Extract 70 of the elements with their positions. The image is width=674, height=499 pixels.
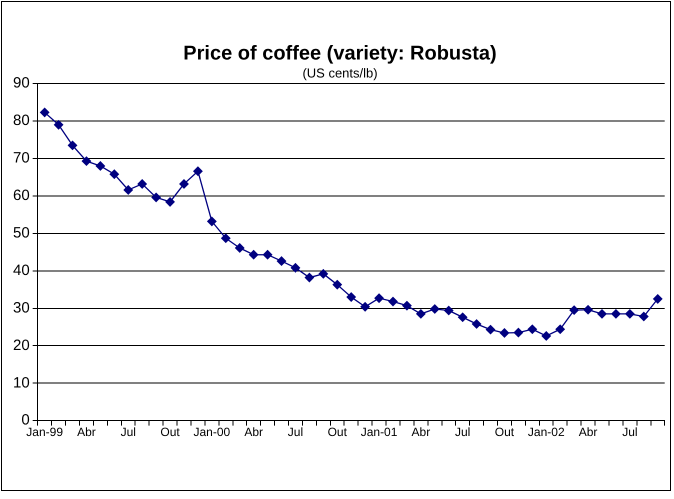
- x-tick-label: Out: [160, 425, 180, 440]
- point: [611, 309, 621, 319]
- point: [444, 306, 454, 316]
- point: [332, 280, 342, 290]
- point: [179, 179, 189, 189]
- x-tick-label: Jul: [622, 425, 638, 440]
- point: [110, 170, 119, 179]
- x-tick-label: Jul: [120, 425, 136, 440]
- point: [304, 272, 314, 282]
- y-tick-label: 50: [12, 224, 30, 242]
- point: [151, 192, 161, 202]
- point: [569, 305, 579, 315]
- point: [556, 324, 565, 334]
- x-tick-label: Abr: [412, 425, 430, 440]
- x-tick-label: Abr: [244, 425, 263, 440]
- point: [276, 256, 286, 266]
- x-tick-label: Jul: [454, 425, 470, 440]
- x-tick-label: Jan-02: [528, 425, 565, 440]
- point: [597, 309, 607, 319]
- point: [388, 296, 398, 306]
- point: [528, 324, 537, 334]
- point: [639, 312, 648, 322]
- y-tick-label: 80: [12, 112, 30, 130]
- point: [249, 250, 258, 260]
- point: [542, 331, 551, 341]
- point: [500, 328, 510, 338]
- y-tick-label: 20: [12, 336, 30, 354]
- point: [68, 140, 78, 150]
- x-tick-label: Jan-01: [360, 425, 398, 440]
- x-tick-label: Abr: [77, 425, 96, 440]
- chart-subtitle: (US cents/lb): [302, 65, 378, 80]
- point: [82, 156, 92, 166]
- point: [486, 324, 496, 334]
- point: [235, 243, 244, 253]
- x-tick-label: Jul: [288, 425, 304, 440]
- point: [221, 234, 230, 243]
- point: [290, 263, 300, 272]
- x-tick-label: Out: [494, 425, 515, 440]
- point: [653, 294, 662, 304]
- point: [625, 309, 635, 319]
- y-tick-label: 90: [12, 74, 30, 92]
- y-tick-label: 10: [12, 374, 30, 392]
- point: [402, 300, 412, 310]
- y-tick-label: 60: [12, 187, 30, 204]
- point: [472, 319, 482, 329]
- point: [458, 312, 468, 322]
- y-tick-label: 40: [12, 262, 30, 279]
- point: [96, 161, 106, 171]
- point: [416, 309, 426, 319]
- point: [514, 328, 524, 338]
- point: [346, 292, 356, 302]
- x-tick-label: Out: [328, 425, 348, 440]
- point: [124, 185, 133, 195]
- point: [54, 120, 64, 130]
- point: [138, 179, 147, 189]
- y-tick-label: 30: [12, 299, 30, 316]
- point: [318, 269, 328, 278]
- chart-title: Price of coffee (variety: Robusta): [183, 42, 497, 65]
- point: [360, 302, 370, 312]
- point: [40, 108, 50, 118]
- point: [193, 166, 203, 176]
- point: [430, 304, 440, 314]
- point: [207, 216, 217, 226]
- x-tick-label: Abr: [578, 425, 598, 440]
- x-tick-label: Jan-00: [194, 425, 231, 440]
- y-tick-label: 70: [12, 150, 30, 167]
- point: [583, 305, 593, 314]
- point: [374, 294, 384, 303]
- point: [165, 197, 175, 207]
- point: [262, 250, 272, 260]
